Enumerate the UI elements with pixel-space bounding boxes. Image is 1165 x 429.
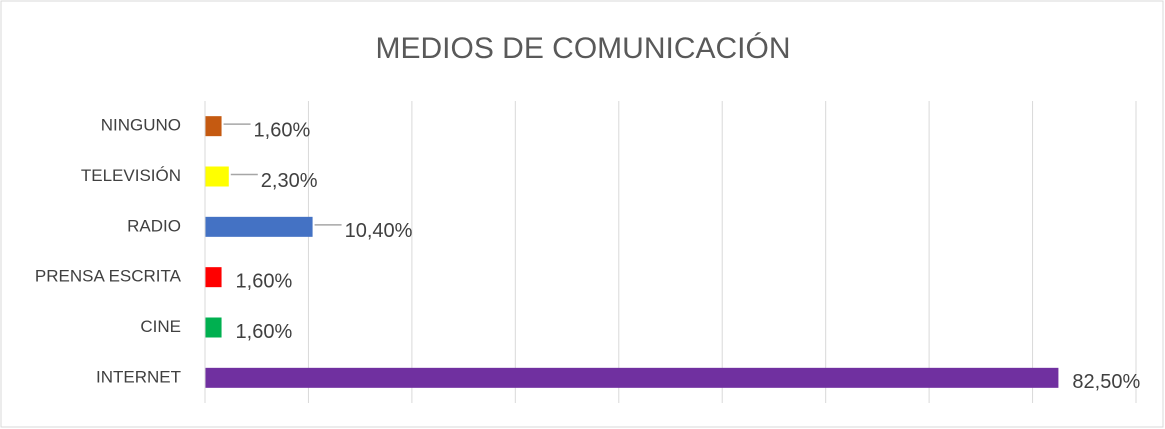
chart-title: MEDIOS DE COMUNICACIÓN xyxy=(375,32,790,65)
bar xyxy=(205,267,222,288)
bar xyxy=(205,116,222,137)
y-tick-label: NINGUNO xyxy=(101,116,181,135)
data-label: 2,30% xyxy=(261,170,318,192)
data-label: 1,60% xyxy=(236,270,293,292)
bar xyxy=(205,166,229,187)
data-label: 1,60% xyxy=(236,321,293,343)
data-label: 10,40% xyxy=(345,220,413,242)
bar xyxy=(205,216,313,237)
bar xyxy=(205,317,222,338)
data-label: 82,50% xyxy=(1072,371,1140,393)
y-tick-label: RADIO xyxy=(127,216,181,235)
y-tick-label: PRENSA ESCRITA xyxy=(35,267,182,286)
data-label: 1,60% xyxy=(254,119,311,141)
y-tick-label: INTERNET xyxy=(96,367,181,386)
bar xyxy=(205,367,1059,388)
y-tick-label: CINE xyxy=(140,317,181,336)
y-tick-label: TELEVISIÓN xyxy=(81,166,181,185)
